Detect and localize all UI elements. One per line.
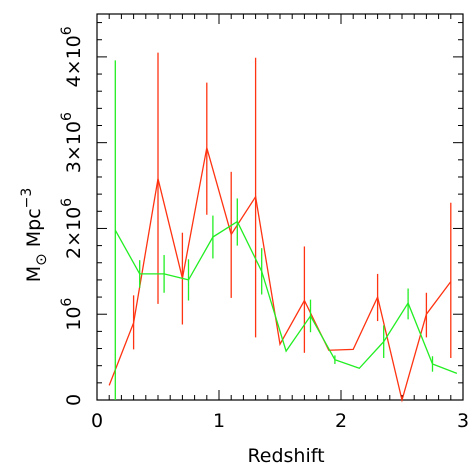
x-tick-label: 1 (213, 410, 225, 432)
x-tick-label: 0 (91, 410, 103, 432)
y-tick-label: 4×106 (59, 26, 85, 87)
y-axis-title-exponent: −3 (19, 188, 35, 209)
y-axis-title-unit: Mpc (23, 208, 45, 253)
series-1-line (108, 147, 452, 403)
y-tick-label: 3×106 (59, 112, 85, 173)
x-axis-title: Redshift (247, 445, 324, 467)
y-tick-label: 2×106 (59, 198, 85, 259)
y-tick-label: 106 (59, 298, 85, 331)
x-tick-label: 3 (457, 410, 469, 432)
y-tick-label: 0 (63, 394, 85, 406)
plot-area: 0 1 2 3 0 106 2×106 3×106 4×106 (59, 13, 469, 432)
y-axis-title-main: M (23, 266, 45, 282)
x-tick-label: 2 (335, 410, 347, 432)
y-axis-title-subscript: ⊙ (32, 253, 50, 266)
y-axis-title-text: M⊙ Mpc−3 (19, 188, 50, 283)
series-2-line (114, 220, 458, 375)
y-axis-title: M⊙ Mpc−3 (19, 188, 50, 283)
